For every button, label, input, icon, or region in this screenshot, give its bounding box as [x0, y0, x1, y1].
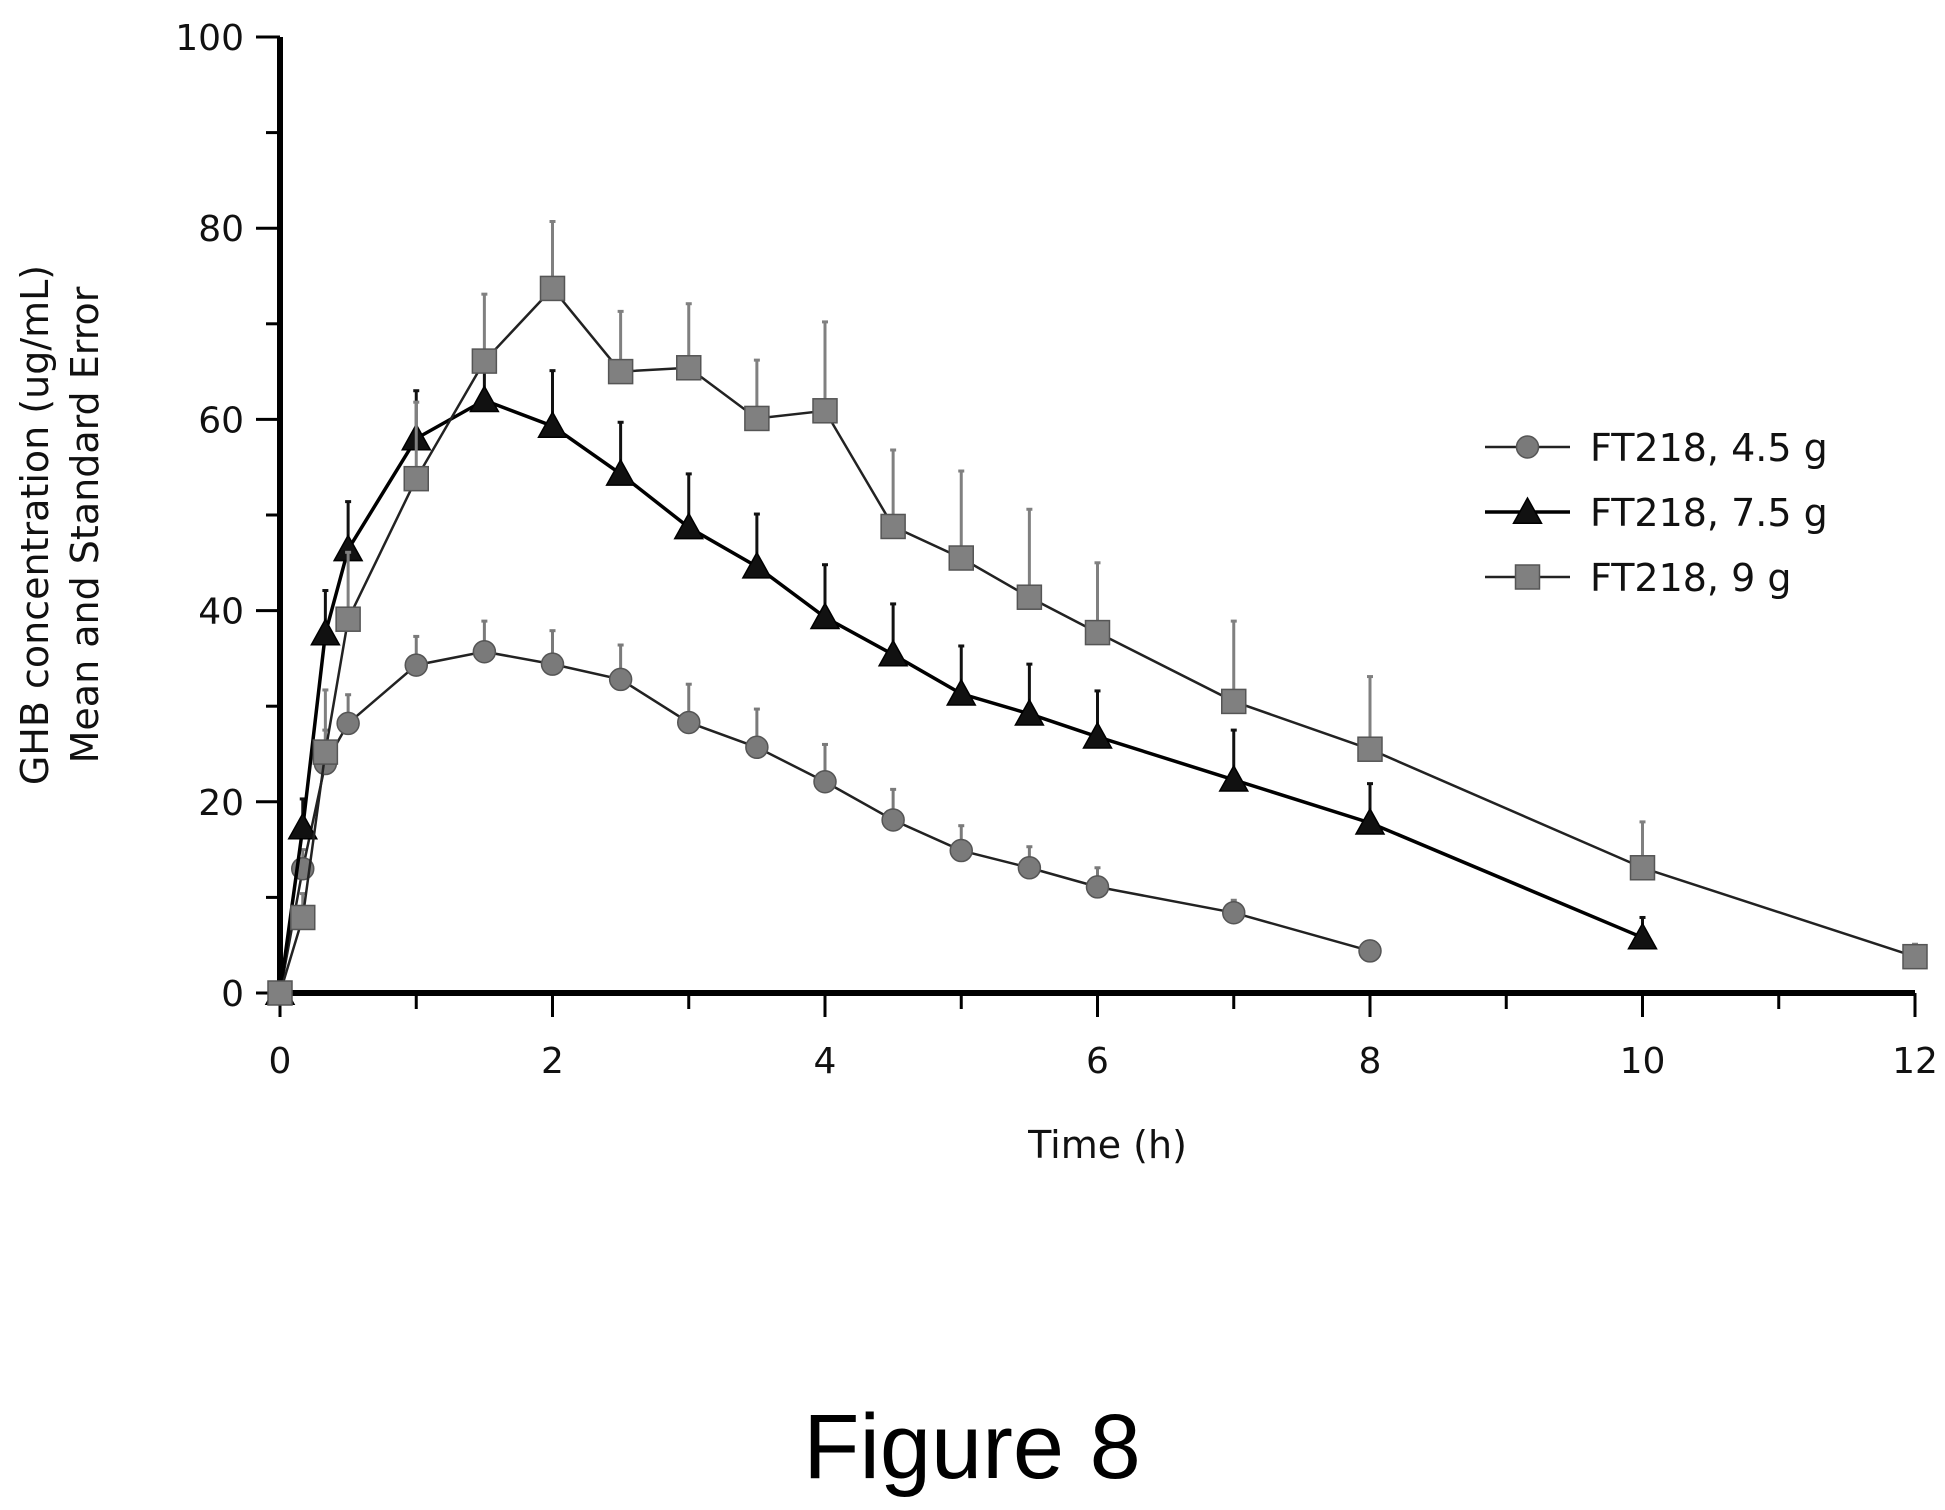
y-tick-label: 100 [175, 18, 244, 59]
data-point [1627, 922, 1658, 950]
data-point [607, 358, 634, 385]
data-point [403, 465, 429, 492]
x-tick-label: 6 [1086, 1041, 1109, 1082]
series-line [278, 398, 1644, 994]
data-point [945, 678, 977, 706]
data-point [287, 812, 319, 840]
data-point [1221, 688, 1247, 715]
x-tick-label: 4 [814, 1041, 837, 1082]
data-point [677, 710, 701, 735]
data-point [267, 980, 293, 1006]
series-square [267, 220, 1928, 1006]
data-point [1902, 943, 1928, 970]
data-point [539, 275, 566, 302]
data-point [335, 606, 361, 632]
data-point [673, 511, 705, 540]
x-tick-label: 8 [1359, 1041, 1382, 1082]
data-point [312, 739, 339, 765]
legend: FT218, 4.5 g FT218, 7.5 g FT218, 9 g [1485, 426, 1828, 600]
data-point [1014, 698, 1045, 726]
data-point [310, 617, 341, 646]
series-line [278, 650, 1371, 994]
data-point [540, 652, 565, 676]
data-point [1017, 856, 1042, 880]
data-point [605, 458, 636, 486]
data-point [537, 410, 568, 439]
x-axis-title: Time (h) [1027, 1123, 1187, 1167]
data-point [1357, 736, 1383, 762]
legend-label: FT218, 9 g [1590, 556, 1791, 600]
data-point [881, 808, 905, 832]
y-tick-label: 60 [198, 400, 244, 441]
series-triangle [264, 355, 1658, 1005]
x-tick-label: 10 [1620, 1041, 1666, 1082]
y-axis-title-line2: Mean and Standard Error [63, 286, 107, 763]
y-tick-label: 0 [221, 974, 244, 1015]
data-point [1629, 855, 1656, 881]
data-point [1082, 721, 1113, 749]
y-tick-label: 40 [198, 592, 244, 633]
data-point [744, 405, 770, 432]
data-point [469, 384, 500, 413]
data-point [1085, 875, 1110, 899]
y-tick-label: 80 [198, 209, 244, 250]
x-tick-label: 0 [269, 1041, 292, 1082]
data-point [809, 601, 841, 630]
legend-marker [1514, 564, 1541, 590]
y-axis-title-line1: GHB concentration (ug/mL) [13, 265, 57, 785]
data-point [472, 639, 497, 664]
figure-caption: Figure 8 [803, 1396, 1141, 1498]
axes: 0 20 40 60 80 100 0 2 4 6 8 10 12 Time (h) GHB concent… [13, 18, 1938, 1167]
data-point [813, 769, 837, 794]
data-point [336, 711, 360, 736]
data-point [404, 653, 428, 677]
data-point [608, 667, 633, 692]
data-point [948, 545, 974, 571]
data-point [1218, 764, 1250, 792]
data-point [1084, 619, 1111, 646]
x-tick-label: 2 [541, 1041, 564, 1082]
data-point [812, 398, 838, 424]
data-point [880, 513, 906, 540]
legend-label: FT218, 7.5 g [1590, 491, 1828, 535]
data-point [1222, 900, 1246, 925]
data-point [1016, 584, 1043, 610]
data-point [1358, 939, 1382, 963]
data-point [471, 348, 498, 374]
legend-label: FT218, 4.5 g [1590, 426, 1828, 470]
y-tick-label: 20 [198, 783, 244, 824]
series-circle [268, 619, 1382, 1005]
series-layer [264, 220, 1928, 1006]
data-point [676, 355, 702, 381]
data-point [1354, 807, 1386, 835]
legend-marker [1515, 435, 1540, 459]
data-point [745, 735, 769, 760]
data-point [949, 838, 973, 863]
legend-marker [1512, 496, 1543, 524]
x-tick-label: 12 [1892, 1041, 1938, 1082]
data-point [877, 639, 909, 667]
data-point [741, 551, 773, 579]
data-point [290, 904, 316, 931]
